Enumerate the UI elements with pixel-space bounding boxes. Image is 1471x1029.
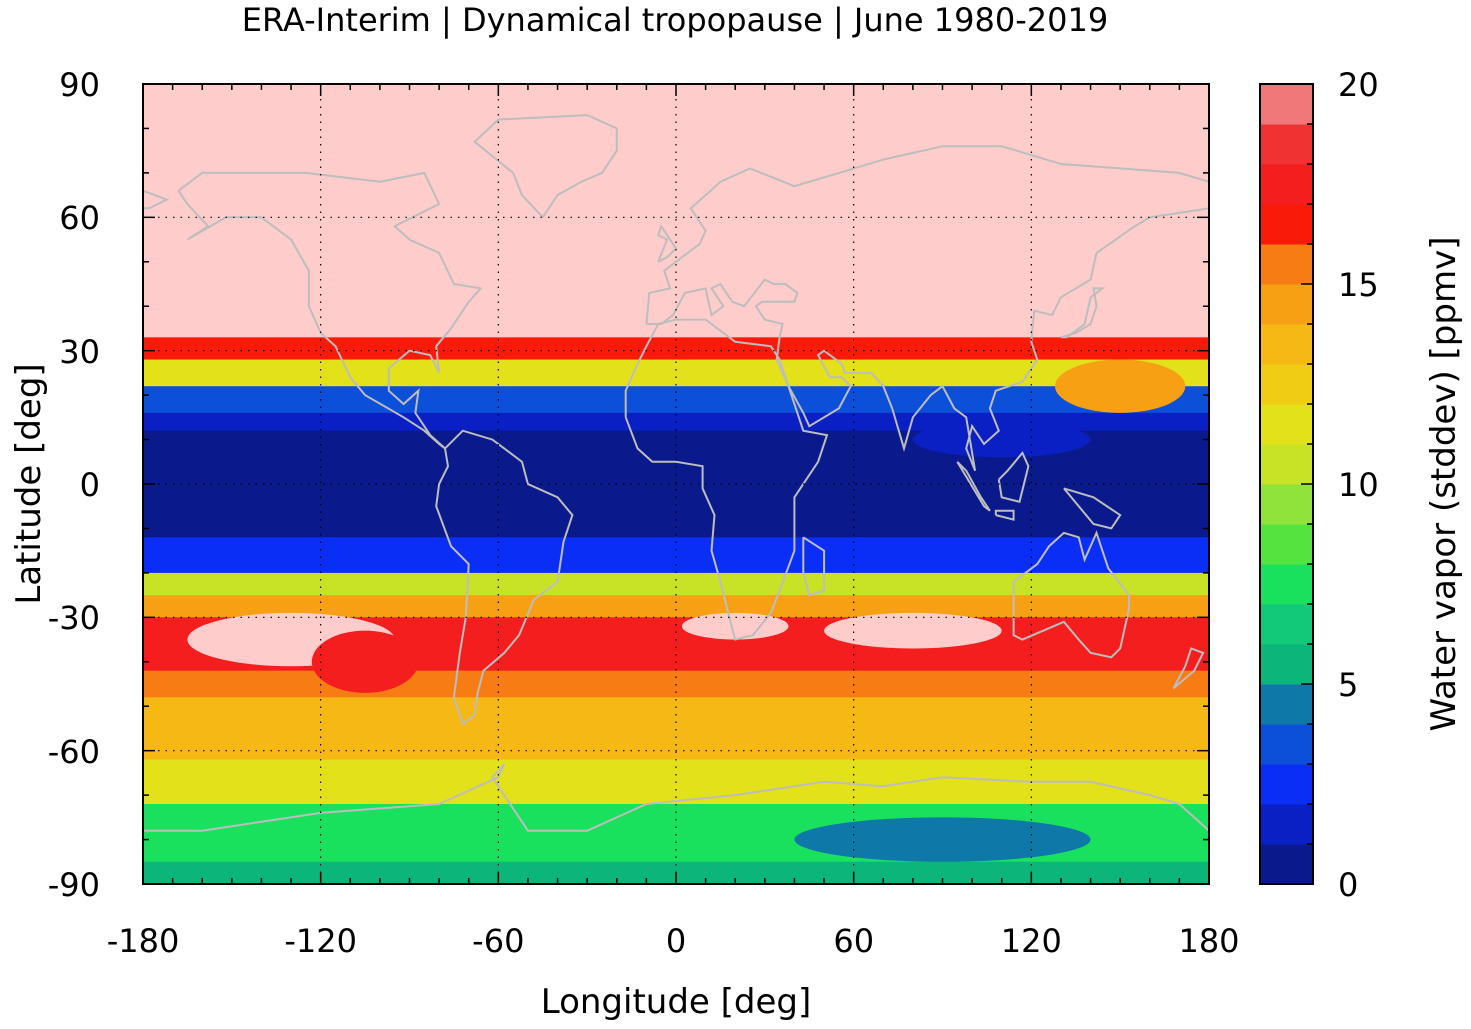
colorbar-swatch	[1260, 204, 1313, 245]
x-tick-labels: -180 -120 -60 0 60 120 180	[107, 922, 1240, 960]
colorbar-swatch	[1260, 164, 1313, 205]
value-band	[143, 337, 1209, 361]
coastline	[177, 171, 483, 450]
colorbar-swatch	[1260, 444, 1313, 485]
value-region	[794, 817, 1091, 862]
x-tick-label: -120	[284, 922, 357, 960]
x-tick-label: 120	[1001, 922, 1062, 960]
y-tick-label: -30	[48, 599, 100, 637]
coastline	[997, 451, 1030, 504]
value-band	[143, 572, 1209, 596]
y-tick-label: 0	[80, 466, 100, 504]
y-tick-label: 90	[59, 66, 100, 104]
coastline	[143, 189, 170, 210]
y-tick-label: 60	[59, 199, 100, 237]
y-tick-label: 30	[59, 333, 100, 371]
colorbar-tick-label: 10	[1338, 466, 1379, 504]
colorbar-swatch	[1260, 684, 1313, 725]
colorbar-swatch	[1260, 324, 1313, 365]
value-band	[143, 359, 1209, 387]
colorbar-tick-label: 5	[1338, 666, 1358, 704]
x-tick-label: 0	[666, 922, 686, 960]
colorbar-swatch	[1260, 604, 1313, 645]
coastline	[956, 461, 991, 512]
coastline	[1172, 647, 1205, 690]
value-region	[824, 612, 1002, 649]
colorbar-tick-label: 0	[1338, 866, 1358, 904]
colorbar-label: Water vapor (stddev) [ppmv]	[1424, 237, 1464, 732]
colorbar	[1260, 83, 1313, 885]
x-tick-label: -180	[107, 922, 180, 960]
colorbar-swatch	[1260, 84, 1313, 125]
coastlines	[143, 114, 1209, 832]
colorbar-swatch	[1260, 244, 1313, 285]
colorbar-swatch	[1260, 404, 1313, 445]
x-axis-label: Longitude [deg]	[541, 982, 812, 1022]
axis-ticks	[142, 83, 1210, 885]
x-tick-label: -60	[472, 922, 524, 960]
colorbar-swatch	[1260, 644, 1313, 685]
colorbar-tick-labels: 20 15 10 5 0	[1338, 66, 1379, 904]
value-region	[912, 421, 1091, 458]
value-region	[311, 630, 419, 693]
coastline	[143, 763, 1209, 832]
colorbar-tick-label: 15	[1338, 266, 1379, 304]
value-region	[1055, 359, 1186, 413]
colorbar-swatch	[1260, 844, 1313, 885]
y-tick-label: -60	[48, 733, 100, 771]
coastline	[435, 429, 574, 726]
coastline	[994, 509, 1015, 521]
colorbar-swatch	[1260, 804, 1313, 845]
colorbar-swatch	[1260, 484, 1313, 525]
colorbar-tick-label: 20	[1338, 66, 1379, 104]
colorbar-swatch	[1260, 124, 1313, 165]
y-tick-label: -90	[48, 866, 100, 904]
colorbar-swatch	[1260, 764, 1313, 805]
x-tick-label: 180	[1178, 922, 1239, 960]
x-tick-label: 60	[833, 922, 874, 960]
colorbar-swatch	[1260, 724, 1313, 765]
coastline	[1063, 487, 1122, 530]
colorbar-frame	[1259, 83, 1314, 885]
coastline	[645, 145, 1209, 472]
plot-title: ERA-Interim | Dynamical tropopause | Jun…	[242, 1, 1108, 39]
grid-lines	[143, 84, 1209, 884]
coastline	[1012, 530, 1131, 659]
coastline	[1060, 287, 1106, 339]
coastline	[624, 318, 829, 641]
colorbar-swatch	[1260, 364, 1313, 405]
colorbar-swatch	[1260, 524, 1313, 565]
coastline	[656, 223, 678, 263]
colorbar-swatch	[1260, 564, 1313, 605]
y-tick-labels: 90 60 30 0 -30 -60 -90	[48, 66, 100, 904]
y-axis-label: Latitude [deg]	[9, 363, 49, 604]
colorbar-swatch	[1260, 284, 1313, 325]
coastline	[802, 536, 826, 597]
value-band	[143, 84, 1209, 338]
value-band	[143, 595, 1209, 618]
coastline	[473, 114, 618, 218]
value-region	[681, 612, 789, 640]
